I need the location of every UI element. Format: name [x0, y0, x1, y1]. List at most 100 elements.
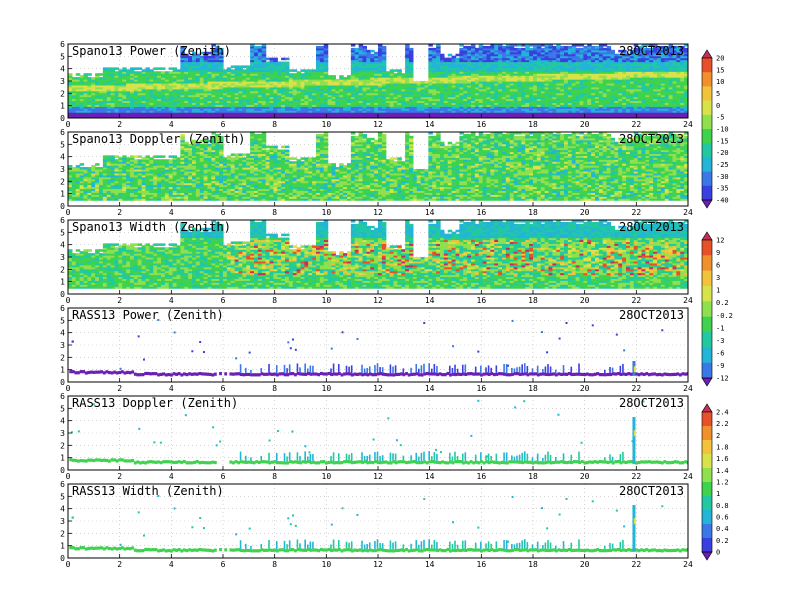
data-cell: [664, 53, 670, 57]
data-cell: [536, 49, 542, 53]
data-cell: [350, 102, 356, 105]
data-cell: [319, 104, 325, 107]
data-cell: [556, 82, 561, 86]
data-cell: [416, 90, 422, 94]
data-cell: [513, 51, 519, 55]
data-cell: [71, 110, 77, 113]
data-cell: [195, 102, 201, 105]
data-cell: [533, 98, 538, 102]
data-cell: [649, 71, 654, 74]
data-cell: [102, 79, 108, 82]
data-cell: [254, 53, 259, 57]
data-cell: [254, 57, 259, 61]
data-cell: [319, 116, 325, 118]
data-cell: [571, 69, 577, 72]
data-cell: [513, 102, 519, 105]
data-cell: [548, 116, 553, 118]
data-cell: [106, 108, 112, 111]
data-cell: [455, 98, 460, 102]
data-cell: [374, 86, 379, 90]
data-cell: [405, 81, 410, 84]
data-cell: [474, 61, 480, 65]
data-cell: [637, 49, 643, 53]
data-cell: [277, 69, 282, 72]
data-cell: [544, 55, 550, 59]
data-cell: [246, 96, 251, 100]
data-cell: [102, 110, 108, 113]
data-cell: [455, 92, 460, 96]
data-cell: [192, 84, 197, 88]
data-cell: [358, 81, 364, 84]
data-cell: [188, 86, 193, 90]
data-cell: [370, 59, 375, 63]
data-cell: [471, 86, 476, 90]
data-cell: [645, 110, 650, 113]
data-cell: [358, 45, 364, 49]
data-cell: [548, 104, 553, 107]
data-cell: [172, 82, 178, 86]
data-cell: [626, 59, 631, 63]
data-cell: [68, 75, 73, 78]
data-cell: [106, 88, 112, 92]
data-cell: [529, 100, 534, 104]
data-cell: [622, 71, 627, 74]
data-cell: [180, 81, 185, 84]
data-cell: [215, 75, 220, 78]
data-cell: [130, 94, 135, 98]
data-cell: [552, 67, 557, 70]
data-cell: [556, 53, 561, 57]
data-cell: [474, 73, 480, 76]
data-cell: [595, 49, 600, 53]
data-cell: [653, 112, 658, 115]
data-cell: [277, 84, 282, 88]
data-cell: [521, 114, 526, 117]
data-cell: [133, 88, 139, 92]
data-cell: [273, 110, 278, 113]
data-cell: [513, 96, 519, 100]
data-cell: [316, 116, 321, 118]
data-cell: [618, 49, 623, 53]
data-cell: [548, 55, 553, 59]
data-cell: [626, 84, 631, 88]
data-cell: [626, 100, 631, 104]
data-cell: [288, 77, 294, 80]
data-cell: [459, 69, 464, 72]
data-cell: [393, 82, 398, 86]
data-cell: [397, 112, 402, 115]
data-cell: [401, 86, 406, 90]
data-cell: [226, 88, 232, 92]
data-cell: [614, 55, 619, 59]
data-cell: [567, 55, 573, 59]
data-cell: [633, 69, 639, 72]
data-cell: [323, 75, 329, 78]
data-cell: [250, 45, 255, 49]
data-cell: [548, 110, 553, 113]
data-cell: [354, 108, 360, 111]
data-cell: [544, 96, 550, 100]
data-cell: [114, 98, 119, 102]
data-cell: [319, 79, 325, 82]
data-cell: [172, 71, 178, 74]
data-cell: [288, 75, 294, 78]
data-cell: [95, 116, 100, 118]
data-cell: [633, 94, 639, 98]
data-cell: [126, 90, 131, 94]
data-cell: [536, 94, 542, 98]
data-cell: [378, 81, 383, 84]
data-cell: [238, 71, 243, 74]
data-cell: [149, 71, 154, 74]
data-cell: [343, 90, 348, 94]
data-cell: [672, 114, 677, 117]
data-cell: [440, 81, 445, 84]
data-cell: [99, 106, 104, 109]
data-cell: [645, 47, 650, 51]
data-cell: [215, 116, 220, 118]
data-cell: [633, 73, 639, 76]
data-cell: [207, 96, 212, 100]
data-cell: [513, 94, 519, 98]
data-cell: [610, 49, 615, 53]
data-cell: [471, 67, 476, 70]
data-cell: [440, 63, 445, 67]
data-cell: [552, 47, 557, 51]
